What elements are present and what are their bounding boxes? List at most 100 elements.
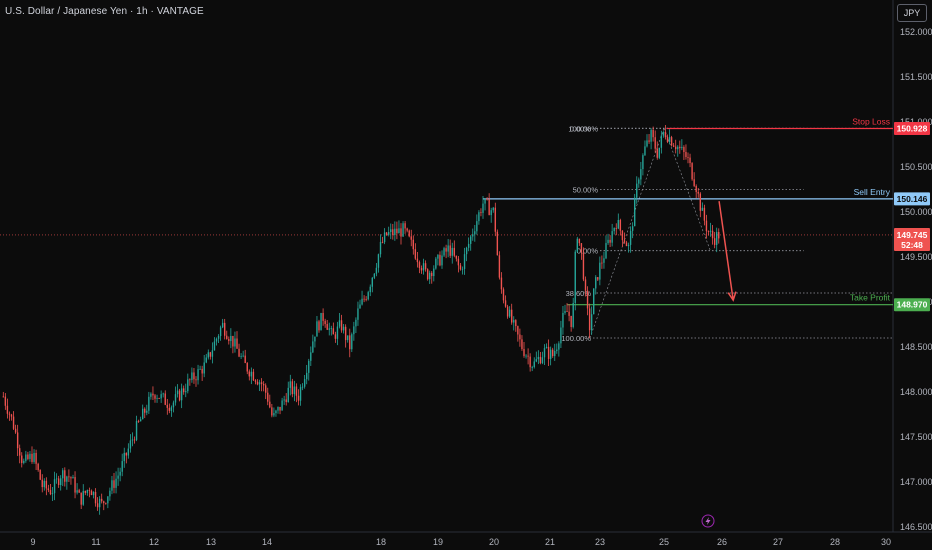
candle-body [94,491,97,504]
candle-body [355,319,357,327]
candle-body [19,448,21,456]
candle-body [601,262,603,264]
candle-body [609,239,611,243]
candle-body [238,348,240,357]
candle-body [287,387,289,403]
candle-body [318,321,320,331]
candle-body [572,302,574,327]
candle-body [648,140,650,142]
level-price-tag-text: 148.970 [897,300,928,310]
candle-body [23,460,25,463]
candle-body [74,477,76,493]
time-axis[interactable]: 9 11 12 13 14 18 19 20 21 23 25 26 27 28 30 [30,537,891,547]
candle-body [400,228,402,237]
candle-body [21,455,23,463]
price-tick-label: 150.000 [900,207,932,217]
candle-body [414,249,417,259]
candle-body [297,395,300,401]
fib-level-label: 50.00% [573,186,599,195]
candle-body [41,479,43,488]
candle-body [144,408,146,413]
candle-body [60,478,62,485]
candle-body [363,298,365,300]
candle-body [675,146,677,150]
candle-body [556,349,558,351]
candle-body [334,334,337,339]
candle-body [597,277,599,280]
candle-body [55,478,58,480]
candle-body [703,207,706,221]
candle-body [646,140,648,147]
trade-levels[interactable]: Stop Loss Sell Entry Take Profit [0,116,893,306]
time-tick-label: 26 [717,537,727,547]
candle-body [154,395,156,399]
candle-body [381,241,384,243]
candle-body [47,488,50,491]
candle-body [677,146,679,150]
candle-body [531,366,533,368]
price-tick-label: 148.000 [900,387,932,397]
candle-body [467,243,470,248]
candle-body [631,226,634,231]
level-price-tag-text: 150.928 [897,123,928,133]
candle-body [12,416,15,429]
candle-body [289,381,291,388]
candle-body [57,478,60,485]
candle-body [494,207,496,232]
candle-body [383,232,386,243]
candle-body [111,480,113,491]
candle-body [529,356,531,368]
price-tick-label: 146.500 [900,522,932,532]
candle-body [27,454,29,459]
candle-body [410,236,412,240]
candle-body [103,501,105,503]
candle-body [472,234,474,237]
candle-body [105,502,107,504]
candle-body [8,413,11,415]
candle-body [228,338,230,342]
candle-body [275,410,277,414]
candle-body [455,255,458,259]
candle-body [342,326,345,331]
time-tick-label: 12 [149,537,159,547]
candle-body [306,372,308,380]
lightning-icon[interactable] [701,514,715,528]
candle-body [146,410,148,413]
candle-body [685,152,687,158]
candle-body [718,232,720,239]
candle-body [271,407,273,416]
candle-body [599,262,601,280]
candle-body [205,357,207,363]
candle-body [291,381,294,395]
candle-body [361,298,363,305]
candle-body [357,308,359,320]
fib-trend-line [589,128,665,339]
projection-arrow-shaft[interactable] [718,201,734,301]
candle-body [322,312,324,321]
time-tick-label: 9 [30,537,35,547]
candle-body [416,258,419,263]
candle-body [330,328,332,330]
projection-arrow[interactable] [718,201,737,302]
candle-body [697,192,699,194]
candle-body [183,388,185,393]
candle-body [642,155,644,170]
candle-body [482,203,484,213]
candle-body [691,163,693,180]
candle-body [664,131,667,138]
candle-body [226,335,228,339]
currency-button[interactable]: JPY [897,4,927,22]
candle-body [480,212,482,214]
level-label-stop-loss: Stop Loss [852,116,890,126]
candle-body [109,490,111,497]
candle-body [502,289,505,301]
candle-body [316,321,318,337]
candle-body [152,393,154,396]
candle-body [185,391,187,393]
candle-body [511,309,513,323]
candle-body [634,197,636,227]
candle-body [367,292,369,300]
candle-body [478,212,480,222]
candle-body [517,326,519,335]
